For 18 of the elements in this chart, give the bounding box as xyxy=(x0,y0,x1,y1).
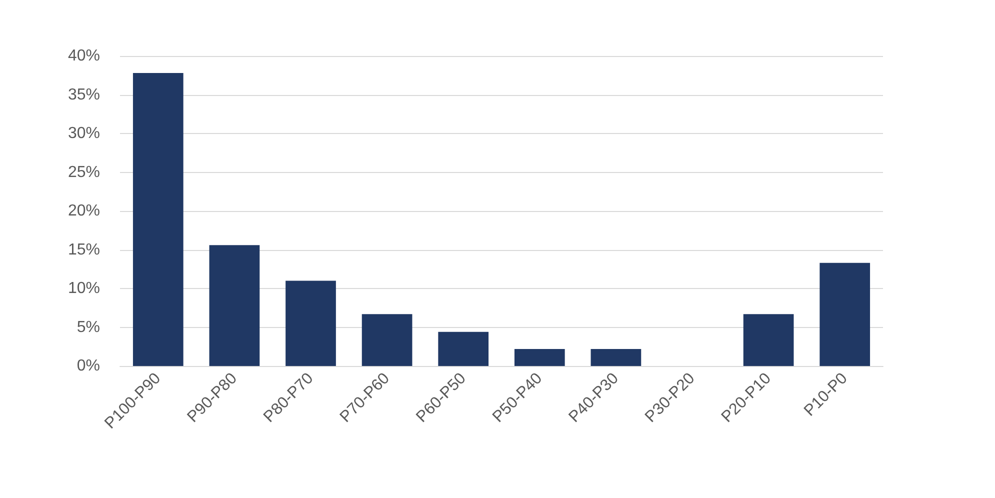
bar xyxy=(209,245,260,366)
y-tick-label: 5% xyxy=(76,318,100,336)
bar xyxy=(438,332,489,366)
y-tick-label: 20% xyxy=(68,202,100,220)
bar xyxy=(590,348,642,366)
bar xyxy=(286,280,336,366)
y-tick-label: 25% xyxy=(68,164,100,181)
y-tick-label: 0% xyxy=(76,358,100,374)
bar xyxy=(514,348,565,366)
y-tick-label: 15% xyxy=(68,241,100,258)
y-tick-label: 35% xyxy=(68,86,100,104)
y-tick-label: 40% xyxy=(68,48,100,64)
bar xyxy=(132,73,184,366)
y-tick-label: 30% xyxy=(68,125,100,142)
y-tick-label: 10% xyxy=(68,280,100,297)
bar xyxy=(743,314,794,366)
bar xyxy=(820,262,870,366)
bar xyxy=(362,314,412,366)
